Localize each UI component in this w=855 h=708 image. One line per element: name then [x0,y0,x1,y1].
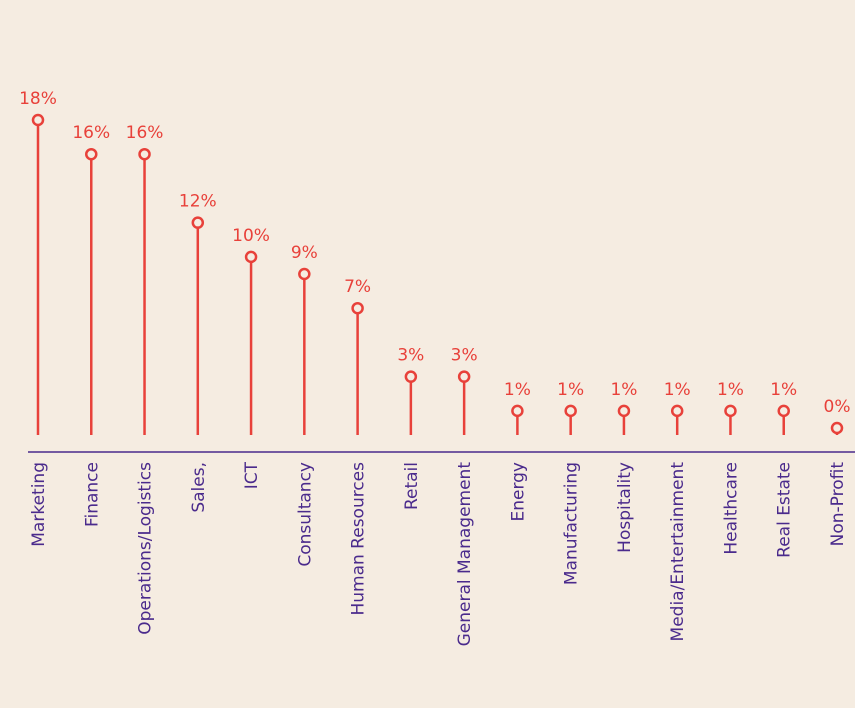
marker [457,370,471,383]
marker [244,250,258,264]
marker [351,301,364,315]
x-tick-label: Marketing [29,462,49,547]
x-tick-label: Operations/Logistics [136,462,156,635]
x-tick-label: General Management [455,462,475,647]
x-tick-label: Manufacturing [562,462,582,585]
marker [298,267,311,281]
value-label: 3% [451,346,478,366]
marker [191,216,205,229]
marker [724,404,737,418]
value-label: 1% [664,380,691,400]
value-label: 0% [824,397,851,417]
marker [777,404,790,418]
marker [830,421,844,435]
marker [404,370,418,383]
x-tick-label: Healthcare [721,462,741,555]
x-tick-label: Real Estate [775,462,795,558]
x-tick-label: ICT [242,461,262,489]
value-label: 1% [717,380,744,400]
value-label: 7% [344,277,371,297]
x-tick-label: Consultancy [295,462,315,567]
marker [564,404,577,418]
x-tick-label: Finance [82,462,102,527]
value-label: 3% [397,346,424,366]
x-tick-label: Energy [508,462,528,522]
x-tick-label: Media/Entertainment [668,462,688,642]
value-label: 1% [770,380,797,400]
marker [31,113,45,127]
x-tick-label: Hospitality [615,462,635,553]
value-label: 18% [19,89,57,109]
value-label: 16% [126,123,164,143]
marker [511,404,524,418]
value-label: 1% [610,380,637,400]
value-label: 1% [504,380,531,400]
value-label: 16% [72,123,110,143]
x-tick-label: Sales, [189,462,209,513]
value-label: 1% [557,380,584,400]
value-label: 10% [232,226,270,246]
x-tick-label: Retail [402,462,422,510]
marker [670,404,684,418]
marker [138,147,151,161]
value-label: 12% [179,192,217,212]
x-tick-label: Human Resources [349,462,369,616]
value-label: 9% [291,243,318,263]
x-tick-label: Non-Profit [828,462,848,547]
marker [617,404,631,418]
marker [85,147,98,161]
